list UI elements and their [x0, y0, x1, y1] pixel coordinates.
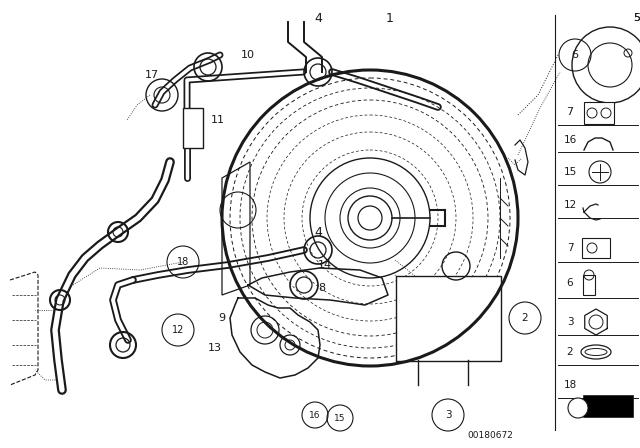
Circle shape	[358, 206, 382, 230]
Polygon shape	[230, 298, 320, 378]
Polygon shape	[248, 268, 388, 305]
Text: 6: 6	[566, 278, 573, 288]
Text: 2: 2	[522, 313, 528, 323]
Text: 12: 12	[563, 200, 577, 210]
Text: 7: 7	[566, 107, 573, 117]
Text: 1: 1	[386, 12, 394, 25]
Text: 4: 4	[314, 225, 322, 238]
Text: 5: 5	[633, 13, 640, 23]
Bar	[396, 276, 501, 361]
Ellipse shape	[585, 349, 607, 356]
Bar	[582, 238, 610, 258]
Text: 14: 14	[318, 260, 332, 270]
Text: 4: 4	[314, 12, 322, 25]
Text: 16: 16	[309, 410, 321, 419]
Bar	[583, 395, 633, 417]
Circle shape	[568, 398, 588, 418]
Text: 00180672: 00180672	[467, 431, 513, 439]
Text: 15: 15	[334, 414, 346, 422]
Bar	[583, 275, 595, 295]
Text: 13: 13	[208, 343, 222, 353]
Text: 9: 9	[218, 313, 225, 323]
Text: 3: 3	[445, 410, 451, 420]
Text: 15: 15	[563, 167, 577, 177]
Text: 8: 8	[319, 283, 326, 293]
Text: 3: 3	[566, 317, 573, 327]
Bar	[183, 108, 203, 148]
Text: 18: 18	[177, 257, 189, 267]
Text: 7: 7	[566, 243, 573, 253]
Text: 16: 16	[563, 135, 577, 145]
Text: 12: 12	[172, 325, 184, 335]
Text: 18: 18	[563, 380, 577, 390]
Text: 2: 2	[566, 347, 573, 357]
Text: 6: 6	[572, 50, 579, 60]
Text: 11: 11	[211, 115, 225, 125]
Text: 5: 5	[633, 13, 640, 23]
Text: 10: 10	[241, 50, 255, 60]
Bar	[584, 102, 614, 124]
Text: 17: 17	[145, 70, 159, 80]
